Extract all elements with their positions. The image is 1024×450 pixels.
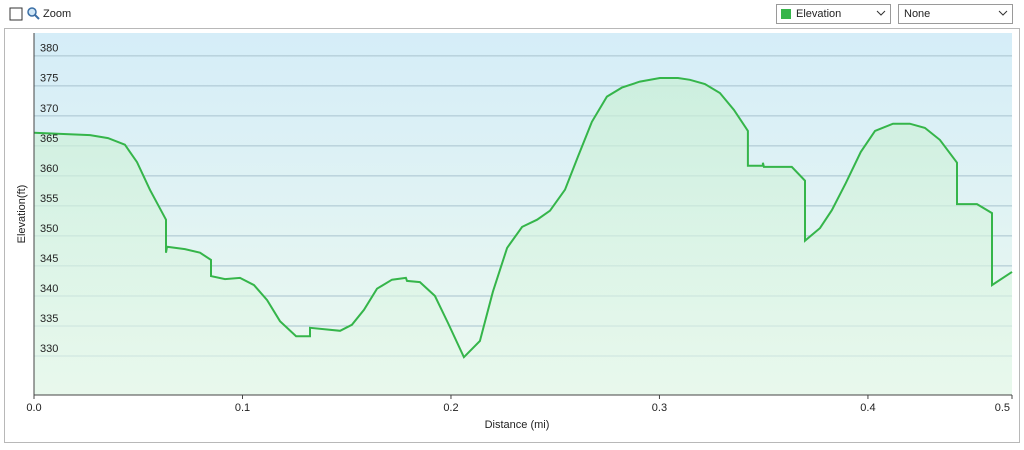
y-axis-label: Elevation(ft) <box>16 185 28 244</box>
zoom-label: Zoom <box>43 8 71 20</box>
y-tick-label: 350 <box>40 223 58 235</box>
x-tick-label: 0.5 <box>995 402 1010 414</box>
y-tick-label: 370 <box>40 103 58 115</box>
y-tick-label: 335 <box>40 313 58 325</box>
x-tick-label: 0.4 <box>860 402 875 414</box>
x-tick-label: 0.0 <box>26 402 41 414</box>
x-tick-label: 0.1 <box>235 402 250 414</box>
secondary-select[interactable]: None <box>898 4 1013 24</box>
zoom-checkbox[interactable] <box>9 7 23 21</box>
y-tick-label: 380 <box>40 43 58 55</box>
y-tick-label: 355 <box>40 193 58 205</box>
zoom-icon <box>27 7 40 20</box>
x-tick-label: 0.2 <box>443 402 458 414</box>
y-tick-label: 375 <box>40 73 58 85</box>
secondary-select-text: None <box>904 8 930 20</box>
series-select-text: Elevation <box>796 8 841 20</box>
y-tick-label: 340 <box>40 283 58 295</box>
x-tick-label: 0.3 <box>652 402 667 414</box>
series-select[interactable]: Elevation <box>776 4 891 24</box>
elevation-line <box>33 77 1013 359</box>
y-tick-label: 330 <box>40 343 58 355</box>
elevation-area <box>34 78 1012 395</box>
chart-frame <box>4 28 1020 443</box>
y-tick-label: 360 <box>40 163 58 175</box>
y-tick-label: 345 <box>40 253 58 265</box>
series-swatch <box>781 9 791 19</box>
x-axis-label: Distance (mi) <box>485 419 550 431</box>
y-tick-label: 365 <box>40 133 58 145</box>
